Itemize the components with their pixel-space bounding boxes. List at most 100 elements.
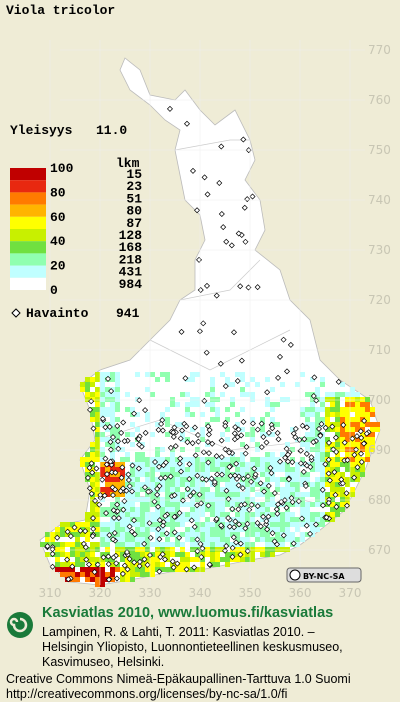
occurrence-cell (150, 512, 155, 517)
occurrence-cell (240, 492, 245, 497)
occurrence-cell (225, 502, 230, 507)
occurrence-cell (200, 472, 205, 477)
observation-marker (299, 422, 306, 429)
occurrence-cell (110, 427, 115, 432)
occurrence-cell (200, 537, 205, 542)
occurrence-cell (300, 492, 305, 497)
occurrence-cell (115, 372, 120, 377)
occurrence-cell (355, 397, 360, 402)
observation-marker (297, 460, 304, 467)
citation-line: Kasvimuseo, Helsinki. (42, 655, 164, 669)
occurrence-cell (285, 522, 290, 527)
occurrence-cell (130, 442, 135, 447)
occurrence-cell (190, 567, 195, 572)
occurrence-cell (100, 407, 105, 412)
occurrence-cell (340, 437, 345, 442)
occurrence-cell (155, 467, 160, 472)
observation-marker (161, 556, 168, 563)
observation-marker (167, 444, 174, 451)
observation-marker (191, 564, 198, 571)
observation-marker (129, 462, 136, 469)
observation-marker (106, 532, 113, 539)
occurrence-cell (75, 557, 80, 562)
observation-marker (307, 463, 314, 470)
occurrence-cell (90, 477, 95, 482)
occurrence-cell (370, 427, 375, 432)
occurrence-cell (340, 432, 345, 437)
occurrence-cell (110, 512, 115, 517)
occurrence-cell (195, 477, 200, 482)
occurrence-cell (265, 412, 270, 417)
occurrence-cell (250, 432, 255, 437)
occurrence-cell (90, 377, 95, 382)
occurrence-cell (120, 457, 125, 462)
occurrence-cell (115, 497, 120, 502)
x-grid-label: 310 (39, 586, 62, 600)
occurrence-cell (205, 467, 210, 472)
occurrence-cell (300, 532, 305, 537)
occurrence-cell (165, 407, 170, 412)
observation-marker (187, 492, 194, 499)
occurrence-cell (330, 507, 335, 512)
occurrence-cell (150, 522, 155, 527)
occurrence-cell (310, 447, 315, 452)
occurrence-cell (275, 462, 280, 467)
occurrence-cell (85, 382, 90, 387)
observation-marker (88, 398, 95, 405)
occurrence-cell (205, 552, 210, 557)
occurrence-cell (375, 427, 380, 432)
occurrence-cell (90, 467, 95, 472)
occurrence-cell (170, 467, 175, 472)
occurrence-cell (265, 497, 270, 502)
observation-marker (292, 425, 299, 432)
occurrence-cell (205, 402, 210, 407)
occurrence-cell (320, 457, 325, 462)
occurrence-cell (120, 527, 125, 532)
occurrence-cell (240, 482, 245, 487)
occurrence-cell (260, 492, 265, 497)
occurrence-cell (110, 392, 115, 397)
occurrence-cell (275, 522, 280, 527)
occurrence-cell (365, 417, 370, 422)
occurrence-cell (140, 512, 145, 517)
occurrence-cell (255, 382, 260, 387)
observation-marker (103, 510, 110, 517)
observation-marker (90, 425, 97, 432)
occurrence-cell (190, 487, 195, 492)
occurrence-cell (225, 477, 230, 482)
observation-marker (118, 429, 125, 436)
occurrence-cell (150, 497, 155, 502)
observation-marker (312, 521, 319, 528)
observation-marker (102, 424, 109, 431)
occurrence-cell (200, 492, 205, 497)
observation-marker (112, 486, 119, 493)
occurrence-cell (225, 532, 230, 537)
occurrence-cell (80, 547, 85, 552)
occurrence-cell (215, 537, 220, 542)
occurrence-cell (115, 442, 120, 447)
occurrence-cell (320, 382, 325, 387)
occurrence-cell (100, 377, 105, 382)
citation-line: Helsingin Yliopisto, Luonnontieteellinen… (42, 640, 343, 654)
occurrence-cell (65, 572, 70, 577)
occurrence-cell (185, 552, 190, 557)
occurrence-cell (220, 547, 225, 552)
observation-marker (49, 563, 56, 570)
occurrence-cell (145, 372, 150, 377)
occurrence-cell (105, 477, 110, 482)
occurrence-cell (195, 467, 200, 472)
occurrence-cell (250, 522, 255, 527)
occurrence-cell (335, 487, 340, 492)
observation-marker (231, 436, 238, 443)
legend-count: 23 (126, 179, 142, 194)
occurrence-cell (55, 527, 60, 532)
occurrence-cell (320, 517, 325, 522)
occurrence-cell (110, 522, 115, 527)
occurrence-cell (85, 527, 90, 532)
observation-marker (135, 436, 142, 443)
occurrence-cell (310, 492, 315, 497)
occurrence-cell (125, 542, 130, 547)
occurrence-cell (70, 532, 75, 537)
occurrence-cell (195, 522, 200, 527)
occurrence-cell (200, 432, 205, 437)
